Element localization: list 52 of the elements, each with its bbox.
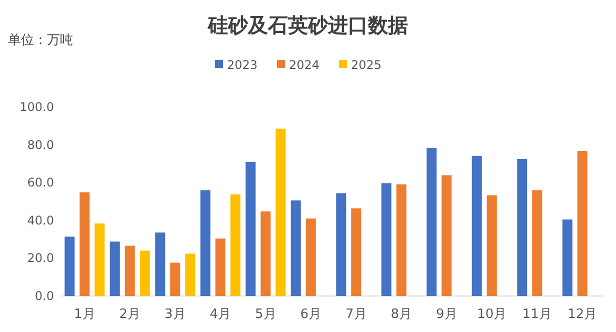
bar xyxy=(577,151,588,296)
x-tick-label: 9月 xyxy=(436,307,458,322)
bar xyxy=(442,175,452,296)
text: 单位：万吨 xyxy=(8,33,73,48)
x-tick-label: 3月 xyxy=(164,307,186,322)
x-tick-label: 1月 xyxy=(74,307,96,322)
bar xyxy=(517,158,528,296)
bar xyxy=(306,218,316,296)
bar xyxy=(80,192,90,296)
bar xyxy=(532,190,542,296)
bar xyxy=(155,232,166,296)
x-tick-label: 7月 xyxy=(345,307,367,322)
chart-title: 硅砂及石英砂进口数据 xyxy=(207,13,408,37)
bar xyxy=(336,193,346,296)
x-tick-label: 5月 xyxy=(254,307,276,322)
y-tick-label: 60.0 xyxy=(27,176,54,190)
bar xyxy=(381,183,392,296)
bar xyxy=(396,184,406,296)
x-tick-label: 11月 xyxy=(522,307,552,322)
y-tick-label: 100.0 xyxy=(20,100,54,114)
bar xyxy=(170,262,180,296)
bar xyxy=(562,219,572,296)
bar xyxy=(200,190,210,296)
x-tick-label: 12月 xyxy=(568,307,598,322)
bar xyxy=(246,162,256,296)
bar xyxy=(290,200,301,296)
bar xyxy=(351,208,362,296)
y-tick-label: 40.0 xyxy=(27,213,54,228)
y-tick-label: 80.0 xyxy=(27,138,54,152)
bar xyxy=(486,195,497,296)
bar xyxy=(276,128,286,296)
bar xyxy=(94,223,105,296)
bar xyxy=(215,238,226,296)
bar xyxy=(110,242,120,296)
bar xyxy=(185,254,196,296)
bar xyxy=(472,156,482,296)
bar xyxy=(140,250,150,296)
bar xyxy=(124,246,135,296)
x-tick-label: 6月 xyxy=(300,307,322,322)
x-tick-label: 2月 xyxy=(119,307,141,322)
y-tick-label: 20.0 xyxy=(27,251,54,266)
legend-label: 2023 xyxy=(227,58,258,72)
bar xyxy=(230,194,240,296)
legend-label: 2024 xyxy=(289,58,320,72)
legend-label: 2025 xyxy=(351,58,382,72)
bar xyxy=(260,211,271,296)
bar xyxy=(64,236,75,296)
x-tick-label: 8月 xyxy=(390,307,412,322)
bar xyxy=(426,148,437,296)
y-tick-label: 0.0 xyxy=(34,289,54,303)
x-tick-label: 10月 xyxy=(477,307,507,322)
x-tick-label: 4月 xyxy=(210,307,232,322)
